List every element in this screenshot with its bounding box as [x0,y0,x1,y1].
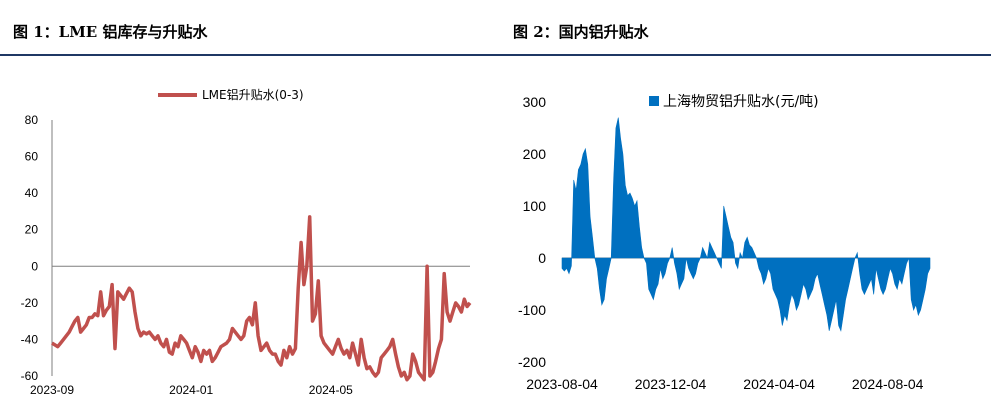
right-x-tick-label: 2023-12-04 [635,376,707,392]
right-marks [561,117,931,332]
left-legend-label: LME铝升贴水(0-3) [202,87,304,102]
domestic-premium-series-area [561,117,931,332]
right-y-tick-label: -100 [518,302,546,318]
left-y-tick-label: -40 [21,332,39,346]
right-legend-label: 上海物贸铝升贴水(元/吨) [663,94,819,110]
right-x-tick-label: 2023-08-04 [526,376,598,392]
right-y-tick-label: -200 [518,354,546,370]
left-figure-title: 图 1：LME 铝库存与升贴水 [13,23,208,41]
left-y-tick-label: 60 [25,150,39,164]
right-y-tick-label: 100 [523,198,547,214]
left-y-tick-label: 0 [31,259,38,273]
right-y-tick-label: 200 [523,146,547,162]
right-legend-swatch [649,96,659,106]
left-marks [51,215,472,382]
left-y-tick-label: 20 [25,223,39,237]
right-x-tick-label: 2024-08-04 [852,376,924,392]
right-x-tick-label: 2024-04-04 [743,376,815,392]
lme-premium-series-line [51,215,472,382]
right-figure-title: 图 2：国内铝升贴水 [513,23,649,41]
right-y-tick-label: 0 [538,250,546,266]
left-y-tick-label: -20 [21,296,39,310]
left-x-tick-label: 2024-05 [309,383,353,397]
left-y-tick-label: 80 [25,113,39,127]
left-y-tick-label: 40 [25,186,39,200]
right-y-tick-label: 300 [523,94,547,110]
right-ticks: 300 200 100 0 -100 -200 2023-08-04 2023-12-04 20… [518,94,924,392]
left-y-tick-label: -60 [21,369,39,383]
left-x-tick-label: 2023-09 [30,383,74,397]
domestic-premium-area-chart: 上海物贸铝升贴水(元/吨) 300 200 100 0 -100 -200 2023-08-… [518,94,931,392]
left-axes [51,120,470,376]
header-rule [0,54,991,56]
left-x-tick-label: 2024-01 [169,383,213,397]
